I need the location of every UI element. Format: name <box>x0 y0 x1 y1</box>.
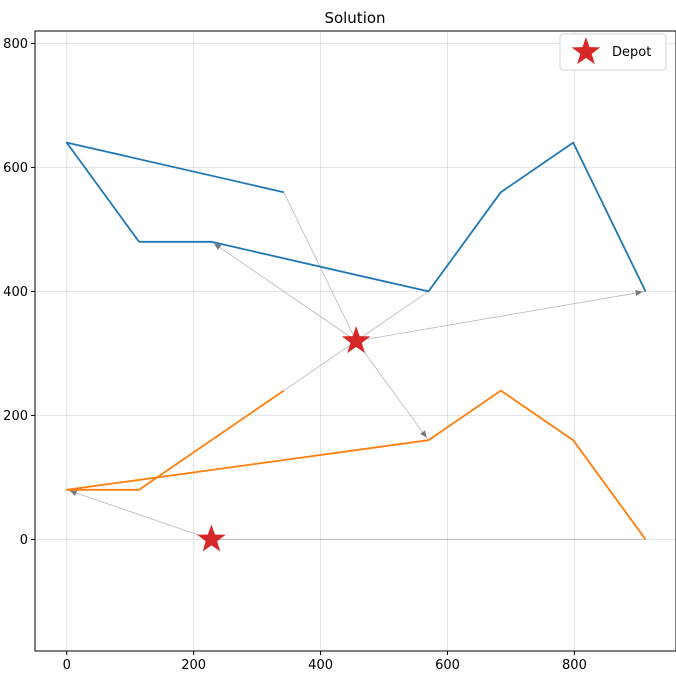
chart-title: Solution <box>324 9 385 27</box>
legend-label-depot: Depot <box>612 45 651 60</box>
route-line-1 <box>65 141 647 293</box>
legend: Depot <box>559 33 667 71</box>
route-line-2 <box>65 389 647 540</box>
route-connector <box>355 340 429 441</box>
route-connector <box>355 291 429 342</box>
legend-depot-star <box>571 37 601 65</box>
x-tick-label: 0 <box>63 658 71 673</box>
depot-star-marker <box>197 524 226 552</box>
x-tick-label: 200 <box>181 658 206 673</box>
y-tick-label: 400 <box>3 285 28 300</box>
route-connector <box>356 291 646 342</box>
connector-arrowhead <box>635 290 643 297</box>
connector-arrowhead <box>69 490 78 496</box>
depot-star-marker <box>341 326 371 354</box>
route-connector <box>66 489 212 540</box>
x-tick-label: 800 <box>562 658 587 673</box>
y-tick-label: 0 <box>20 533 28 548</box>
series-group <box>65 141 647 540</box>
connectors <box>66 192 646 540</box>
y-tick-label: 200 <box>3 409 28 424</box>
y-tick-label: 800 <box>3 37 28 52</box>
y-tick-label: 600 <box>3 161 28 176</box>
x-tick-label: 600 <box>435 658 460 673</box>
x-tick-label: 400 <box>308 658 333 673</box>
connector-arrowhead <box>213 243 222 250</box>
plot-frame <box>34 30 676 652</box>
axis-ticks: 0 200 400 600 800 0 200 400 600 800 <box>3 37 587 673</box>
route-connector <box>211 241 357 342</box>
depot-markers <box>197 326 371 552</box>
connector-arrowhead <box>420 430 427 438</box>
route-connector <box>283 340 357 391</box>
legend-star-icon <box>571 37 601 65</box>
